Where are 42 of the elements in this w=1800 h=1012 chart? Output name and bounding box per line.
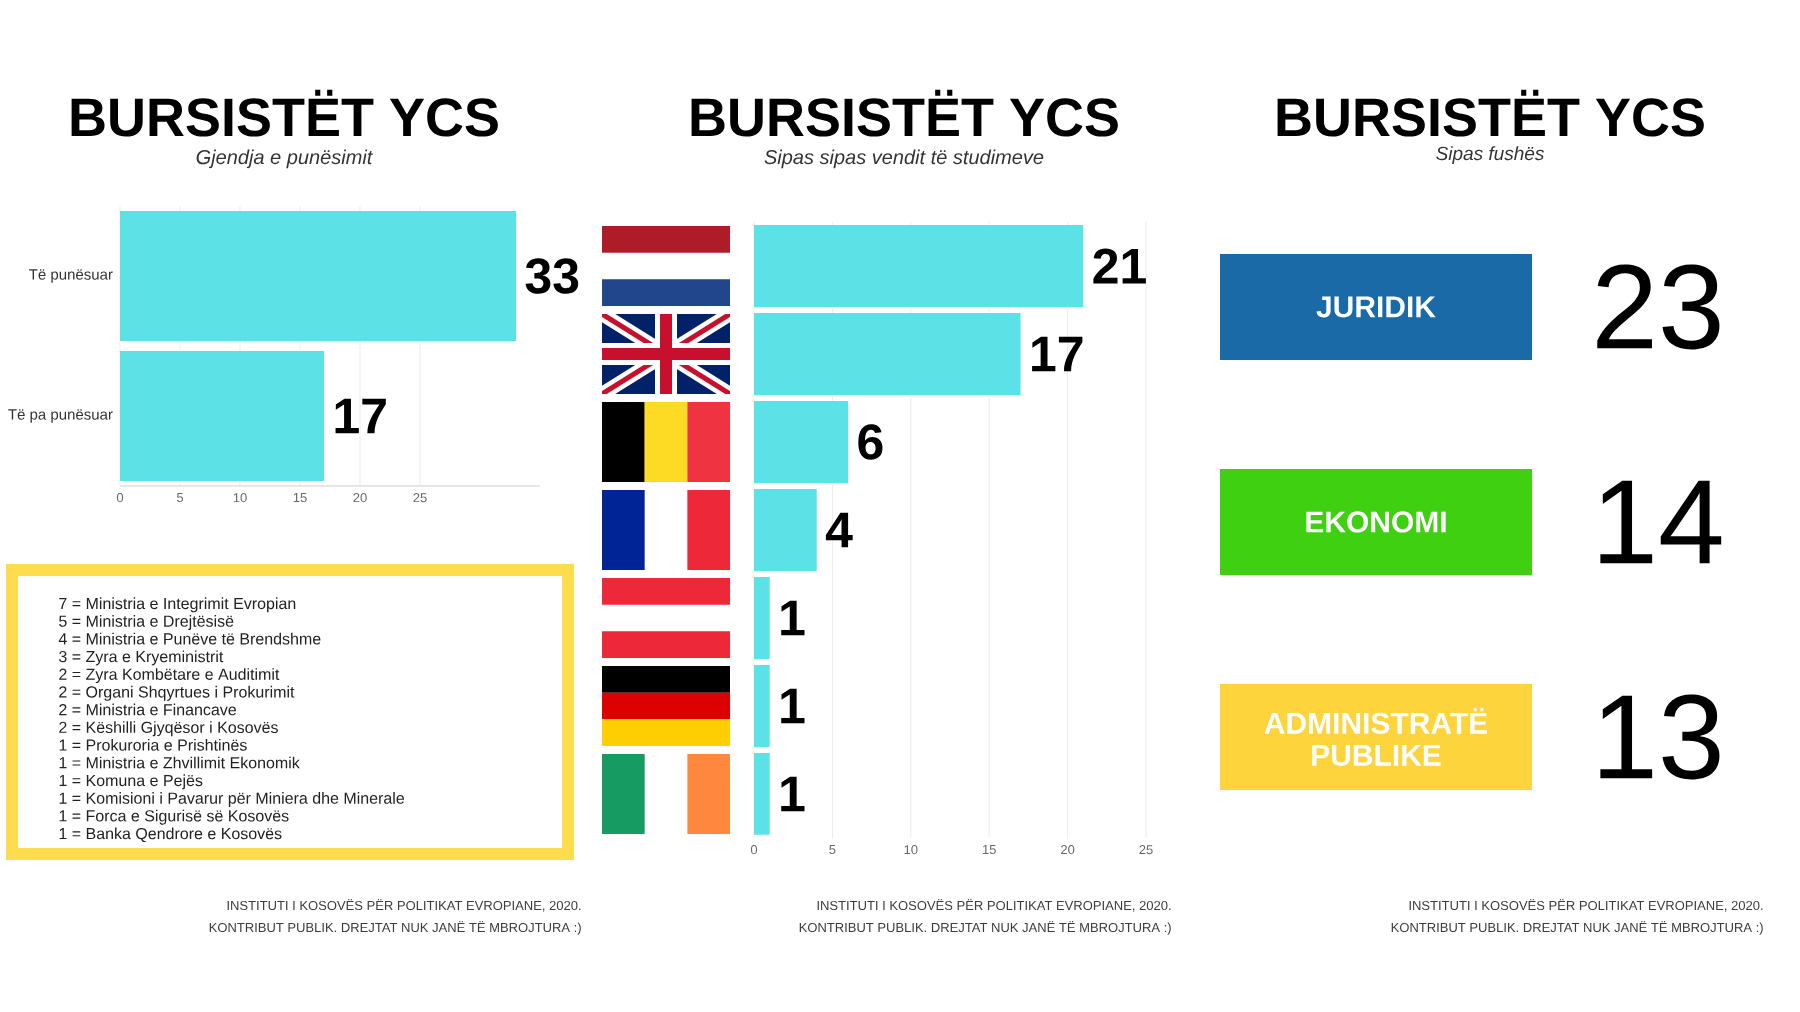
text: 1 = Forca e Sigurisë së Kosovës xyxy=(59,809,289,825)
data-label: 33 xyxy=(525,258,579,294)
text: 1 = Banka Qendrore e Kosovës xyxy=(59,827,282,843)
text: 5 = Ministria e Drejtësisë xyxy=(59,615,234,630)
category-label: EKONOMI xyxy=(1306,511,1446,533)
text: 2 = Zyra Kombëtare e Auditimit xyxy=(59,668,280,684)
bar xyxy=(754,489,817,571)
text: 7 = Ministria e Integrimit Evropian xyxy=(59,597,296,613)
bar xyxy=(754,753,770,835)
chart-subtitle: Gjendja e punësimit xyxy=(196,149,374,169)
bar xyxy=(754,225,1084,307)
data-label: 1 xyxy=(781,600,805,636)
data-label: 1 xyxy=(781,688,805,724)
text: 1 = Prokuroria e Prishtinës xyxy=(59,738,247,751)
bar xyxy=(754,313,1021,395)
text: 1 = Komisioni i Pavarur për Miniera dhe Minerale xyxy=(59,792,405,807)
chart-title: BURSISTËT YCS xyxy=(71,89,498,137)
text: 2 = Këshilli Gjyqësor i Kosovës xyxy=(59,721,278,737)
bar xyxy=(754,401,849,483)
text: Sipas fushës xyxy=(1436,146,1544,164)
data-label: 17 xyxy=(1032,336,1083,372)
bar xyxy=(754,577,770,659)
data-label: 21 xyxy=(1093,248,1146,284)
data-label: 23 xyxy=(1597,264,1720,350)
text: BURSISTËT YCS xyxy=(1277,89,1704,137)
text: 1 = Ministria e Zhvillimit Ekonomik xyxy=(59,756,300,769)
data-label: 6 xyxy=(858,424,883,460)
text: 1 = Komuna e Pejës xyxy=(59,774,203,790)
category-label: ADMINISTRATË PUBLIKE xyxy=(1264,708,1488,766)
chart-title: BURSISTËT YCS xyxy=(691,89,1118,137)
chart-subtitle: Sipas sipas vendit të studimeve xyxy=(764,149,1044,169)
data-label: 13 xyxy=(1600,694,1720,780)
data-label: 14 xyxy=(1600,480,1722,564)
data-label: 1 xyxy=(781,776,805,812)
text: 2 = Ministria e Financave xyxy=(59,703,236,716)
text: 2 = Organi Shqyrtues i Prokurimit xyxy=(59,685,295,701)
text: 3 = Zyra e Kryeministrit xyxy=(59,650,224,666)
data-label: 17 xyxy=(335,398,386,434)
bar xyxy=(754,665,770,747)
text: 4 = Ministria e Punëve të Brendshme xyxy=(58,632,321,645)
data-label: 4 xyxy=(825,512,853,548)
category-label: JURIDIK xyxy=(1316,296,1436,318)
